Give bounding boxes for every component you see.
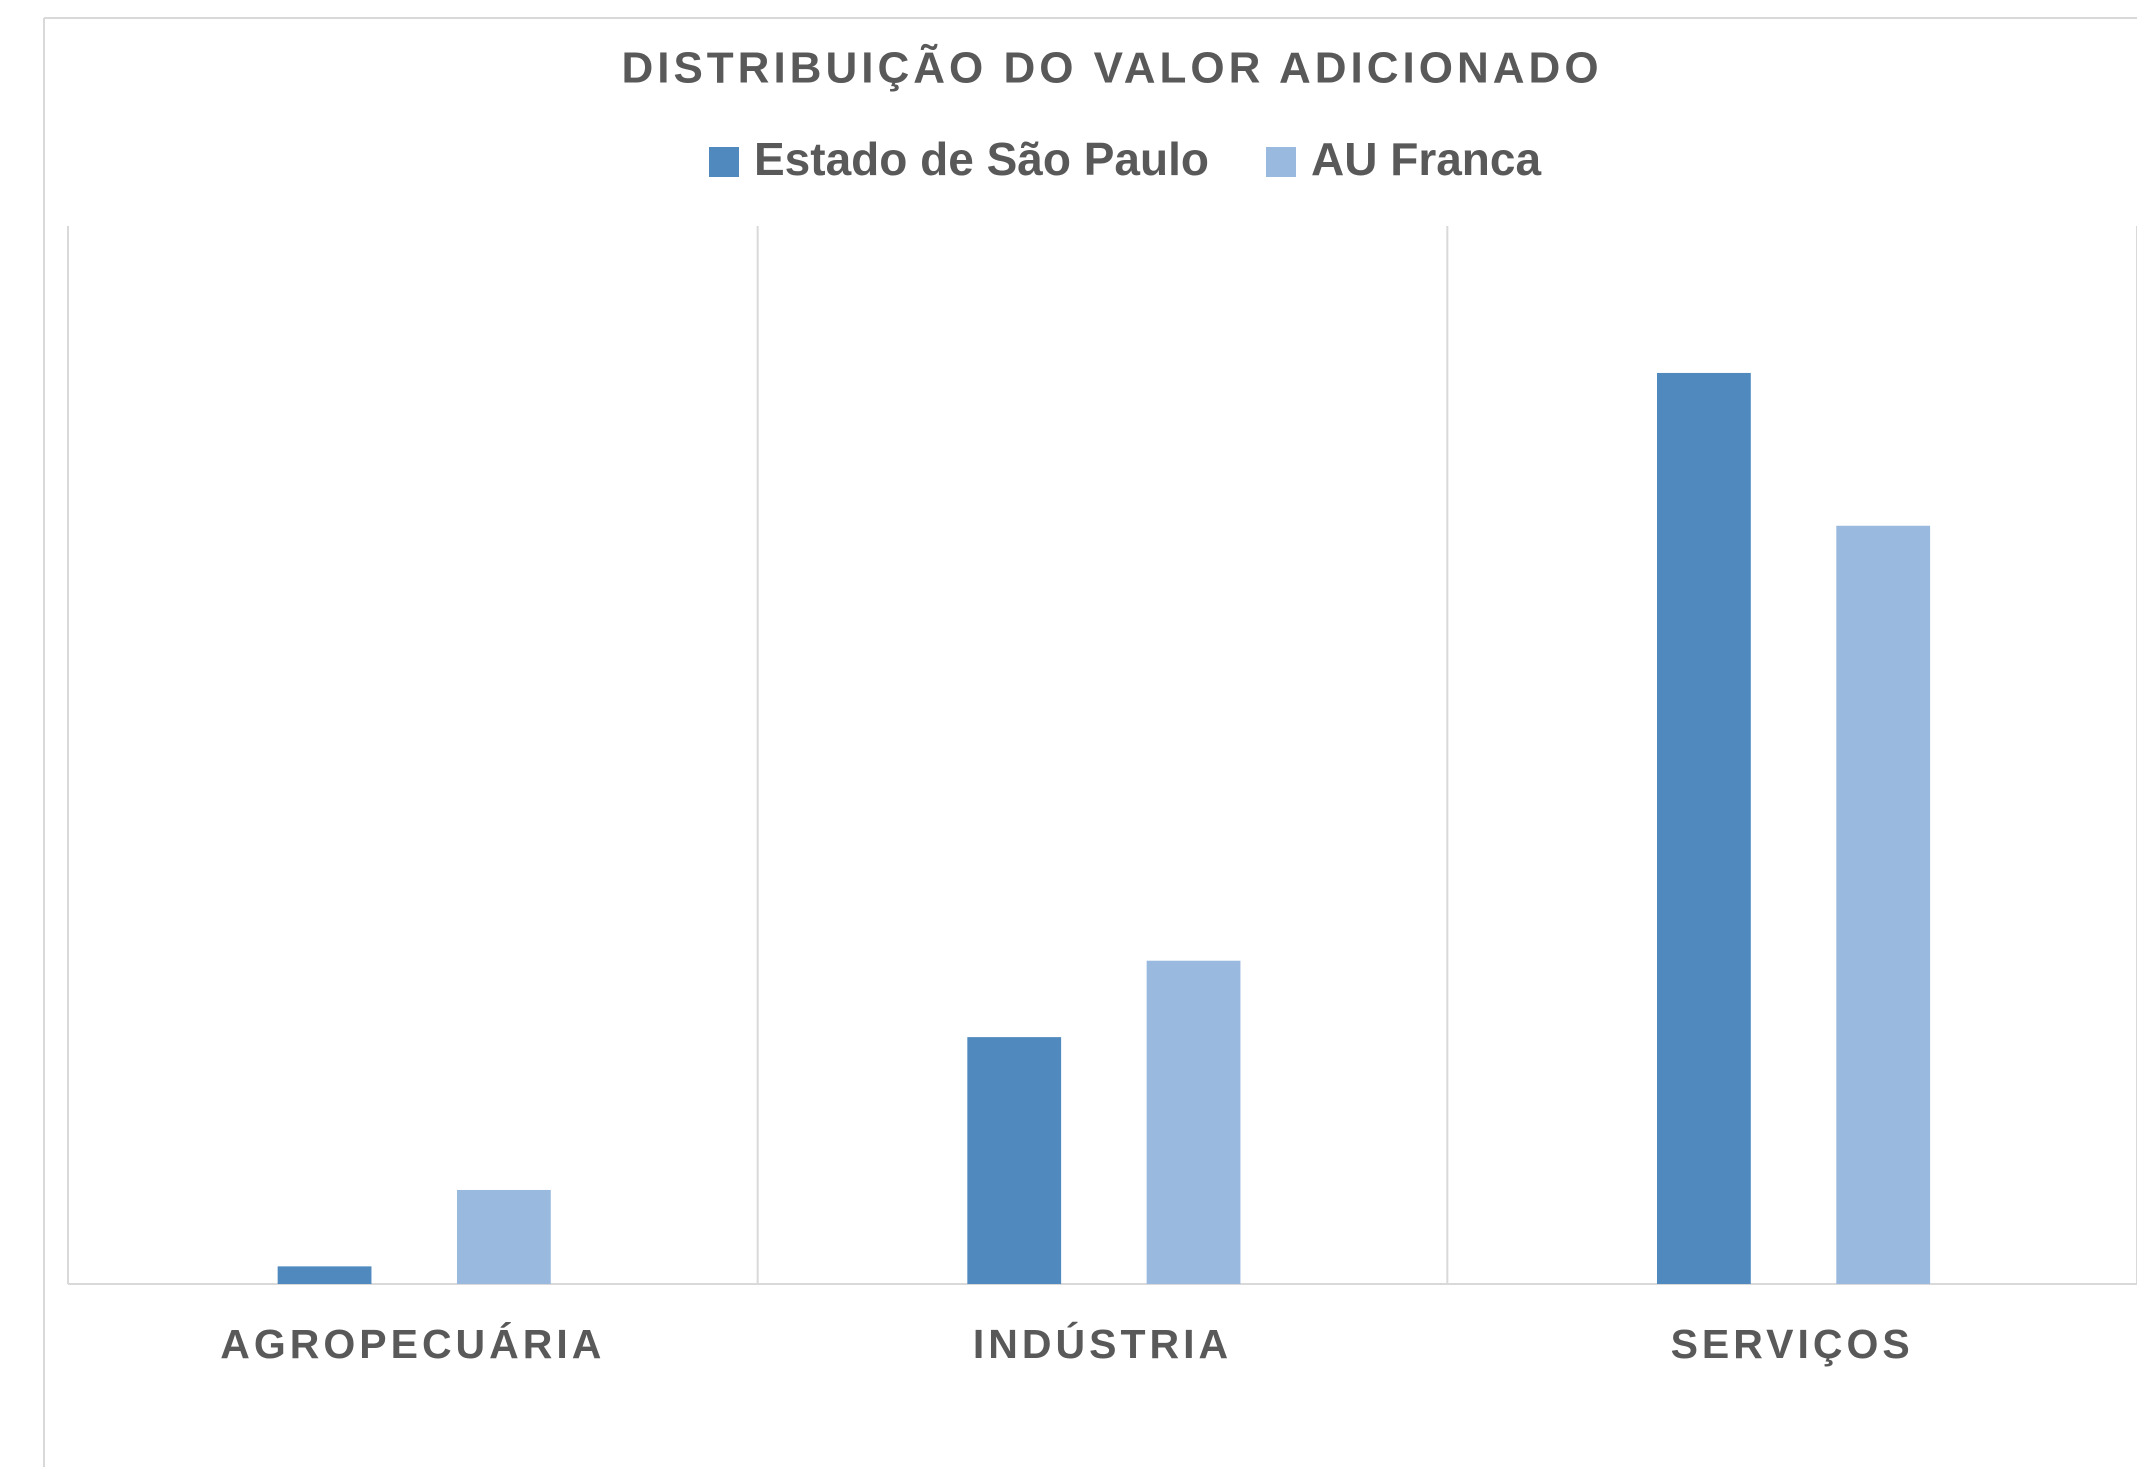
legend-label: Estado de São Paulo	[754, 133, 1209, 185]
x-tick-label: AGROPECUÁRIA	[220, 1321, 605, 1367]
x-tick-label: INDÚSTRIA	[973, 1321, 1232, 1367]
bar	[1656, 372, 1751, 1284]
bar	[1146, 960, 1241, 1284]
bar	[1836, 525, 1931, 1284]
bar	[967, 1037, 1062, 1284]
legend-swatch	[709, 147, 739, 177]
legend-label: AU Franca	[1311, 133, 1541, 185]
bar	[456, 1189, 551, 1284]
chart-title: DISTRIBUIÇÃO DO VALOR ADICIONADO	[621, 43, 1602, 93]
legend-swatch	[1266, 147, 1296, 177]
x-tick-label: SERVIÇOS	[1671, 1321, 1914, 1367]
bar	[277, 1266, 372, 1284]
